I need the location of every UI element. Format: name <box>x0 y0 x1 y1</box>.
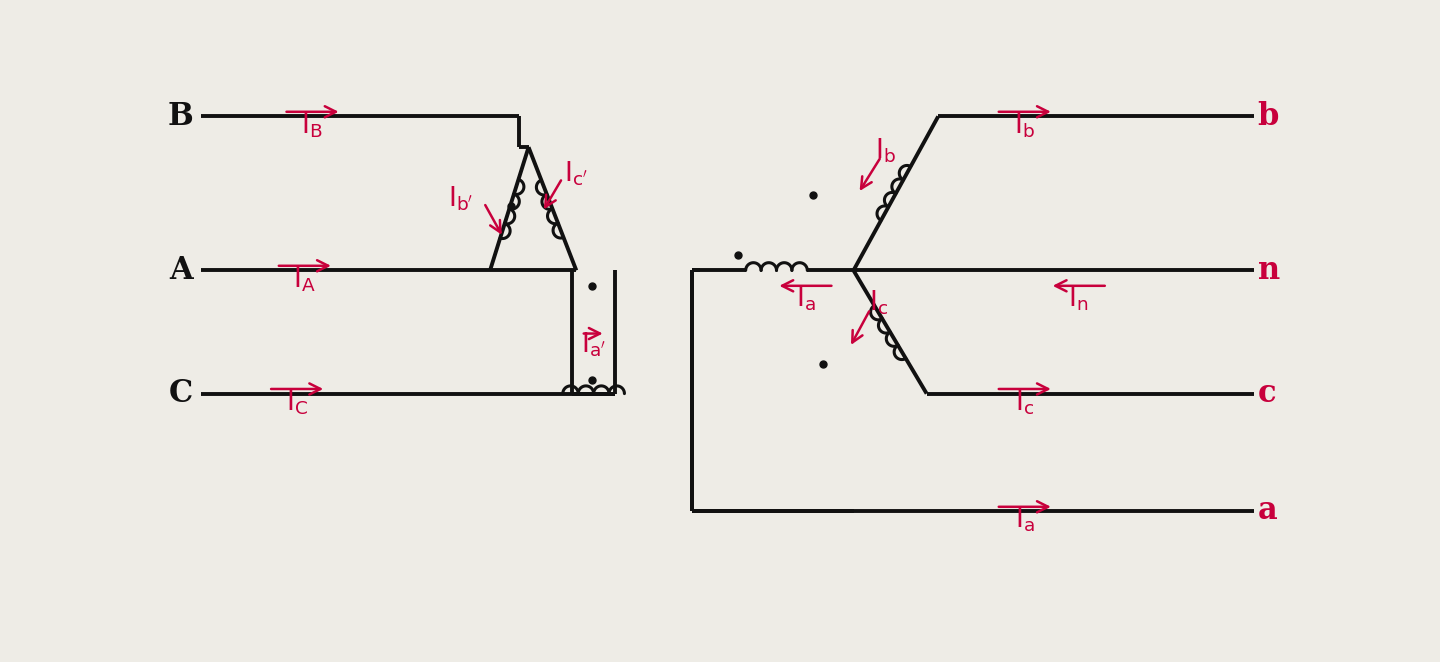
Text: $\mathrm{I_{a'}}$: $\mathrm{I_{a'}}$ <box>580 331 606 359</box>
Text: $\mathrm{I_C}$: $\mathrm{I_C}$ <box>285 389 308 417</box>
Text: A: A <box>170 255 193 286</box>
Text: $\mathrm{I_c}$: $\mathrm{I_c}$ <box>1015 389 1034 417</box>
Text: $\mathrm{I_a}$: $\mathrm{I_a}$ <box>796 285 815 313</box>
Text: B: B <box>167 101 193 132</box>
Text: $\mathrm{I_n}$: $\mathrm{I_n}$ <box>1068 285 1089 313</box>
Text: n: n <box>1257 255 1280 286</box>
Text: c: c <box>1257 378 1276 409</box>
Text: $\mathrm{I_b}$: $\mathrm{I_b}$ <box>1014 111 1035 140</box>
Text: $\mathrm{I_c}$: $\mathrm{I_c}$ <box>868 289 887 317</box>
Text: C: C <box>168 378 193 409</box>
Text: a: a <box>1257 495 1277 526</box>
Text: b: b <box>1257 101 1279 132</box>
Text: $\mathrm{I_{c'}}$: $\mathrm{I_{c'}}$ <box>564 159 588 187</box>
Text: $\mathrm{I_b}$: $\mathrm{I_b}$ <box>876 136 896 165</box>
Text: $\mathrm{I_a}$: $\mathrm{I_a}$ <box>1015 506 1034 534</box>
Text: $\mathrm{I_A}$: $\mathrm{I_A}$ <box>294 265 315 294</box>
Text: $\mathrm{I_B}$: $\mathrm{I_B}$ <box>301 111 323 140</box>
Text: $\mathrm{I_{b'}}$: $\mathrm{I_{b'}}$ <box>448 185 474 213</box>
